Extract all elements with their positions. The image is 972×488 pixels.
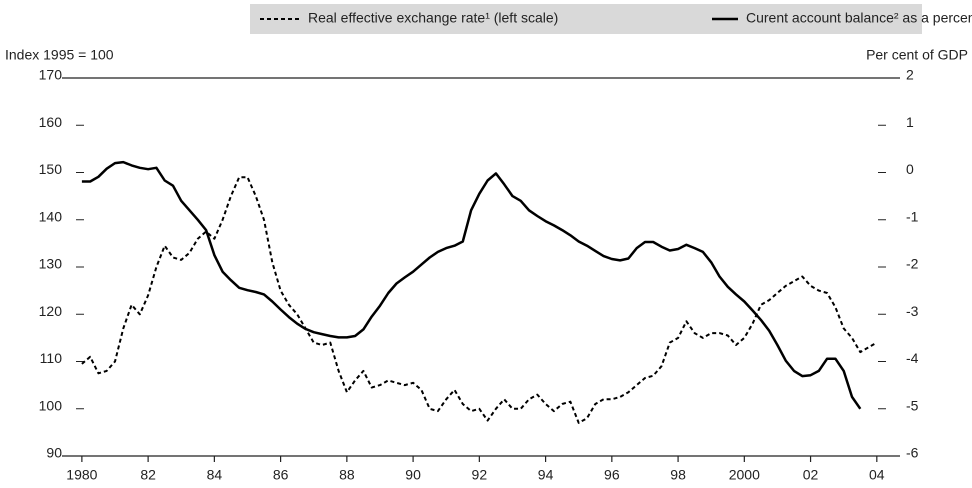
x-tick-label: 96 [604, 467, 620, 483]
x-tick-label: 82 [140, 467, 156, 483]
y-tick-label: 100 [39, 397, 63, 413]
x-tick-label: 92 [472, 467, 488, 483]
y2-tick-label: 1 [906, 114, 914, 130]
series-line [81, 160, 862, 410]
x-tick-label: 88 [339, 467, 355, 483]
x-tick-label: 04 [869, 467, 885, 483]
legend-box [250, 4, 922, 34]
legend-label: Real effective exchange rate¹ (left scal… [308, 10, 558, 26]
y-tick-label: 90 [46, 445, 62, 461]
y-tick-label: 150 [39, 161, 63, 177]
x-tick-label: 90 [405, 467, 421, 483]
x-tick-label: 2000 [729, 467, 760, 483]
y2-tick-label: -4 [906, 350, 919, 366]
x-tick-label: 94 [538, 467, 554, 483]
x-tick-label: 02 [803, 467, 819, 483]
y2-tick-label: -3 [906, 303, 919, 319]
y2-axis-label: Per cent of GDP [866, 47, 968, 63]
y-tick-label: 130 [39, 256, 63, 272]
x-tick-label: 1980 [66, 467, 97, 483]
y-tick-label: 140 [39, 208, 63, 224]
x-tick-label: 86 [273, 467, 289, 483]
y2-tick-label: 2 [906, 67, 914, 83]
x-tick-label: 98 [670, 467, 686, 483]
y2-tick-label: -1 [906, 208, 919, 224]
y2-tick-label: -5 [906, 397, 919, 413]
y-axis-label: Index 1995 = 100 [5, 47, 114, 63]
y2-tick-label: 0 [906, 161, 914, 177]
x-tick-label: 84 [207, 467, 223, 483]
y2-tick-label: -6 [906, 445, 919, 461]
y2-tick-label: -2 [906, 256, 919, 272]
y-tick-label: 170 [39, 67, 63, 83]
y-tick-label: 110 [40, 350, 63, 366]
series-line [81, 176, 878, 424]
y-tick-label: 160 [39, 114, 63, 130]
legend-label: Curent account balance² as a percentage … [746, 10, 972, 26]
y-tick-label: 120 [39, 303, 63, 319]
